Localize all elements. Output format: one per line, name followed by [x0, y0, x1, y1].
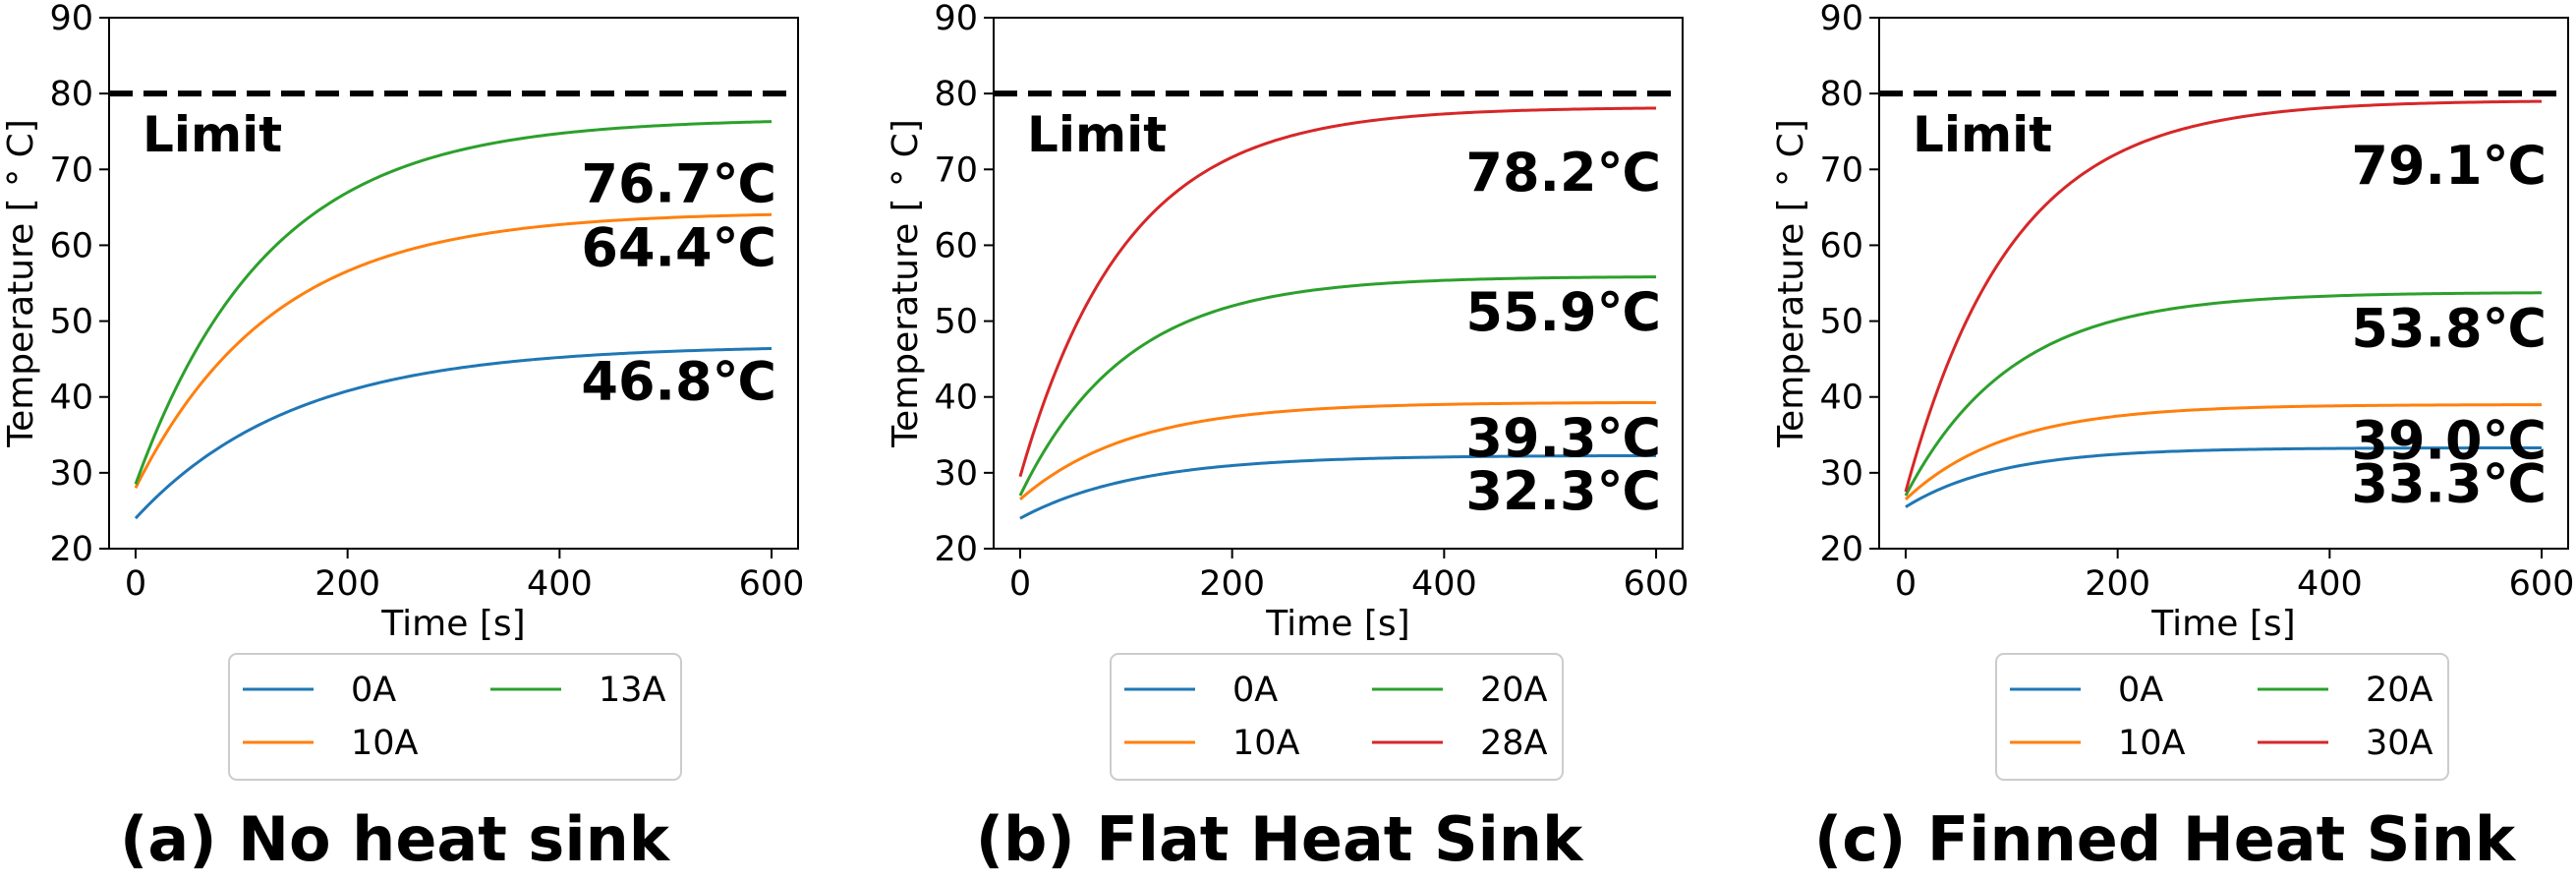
y-tick-label: 90 [934, 0, 978, 38]
y-axis-label: Temperature [ ° C] [1, 119, 41, 448]
plot-frame [993, 17, 1684, 550]
end-value-label: 53.8℃ [2351, 297, 2547, 359]
x-axis-label: Time [s] [1265, 604, 1409, 644]
y-tick-label: 80 [934, 75, 978, 114]
legend-entry-10A: 10A [351, 724, 419, 763]
plot-frame [1878, 17, 2569, 550]
y-tick-label: 70 [1819, 150, 1863, 190]
end-value-label: 76.7℃ [581, 153, 776, 215]
y-tick-label: 40 [1819, 379, 1863, 418]
chart-caption: (c) Finned Heat Sink [1814, 803, 2517, 875]
legend-entry-13A: 13A [599, 671, 666, 710]
x-tick-label: 200 [1199, 564, 1265, 604]
y-tick-label: 60 [1819, 226, 1863, 265]
limit-label: Limit [143, 106, 282, 163]
y-tick-label: 60 [49, 226, 93, 265]
series-line-10A [134, 212, 773, 489]
legend-box [1110, 653, 1564, 781]
y-tick-label: 60 [934, 226, 978, 265]
legend-entry-28A: 28A [1480, 724, 1548, 763]
end-value-label: 78.2℃ [1465, 142, 1661, 204]
legend-entry-0A: 0A [1232, 671, 1278, 710]
y-tick-label: 30 [934, 454, 978, 494]
x-tick-label: 0 [1009, 564, 1031, 604]
chart-caption: (b) Flat Heat Sink [976, 803, 1584, 875]
y-tick-label: 20 [934, 530, 978, 569]
chart-2: Limit 32.3℃39.3℃ 55.9℃ 78.2℃ 20 30 40 50 60 70 80 9… [886, 0, 1689, 875]
y-tick-label: 80 [49, 75, 93, 114]
x-tick-label: 600 [1624, 564, 1689, 604]
legend-entry-20A: 20A [2366, 671, 2433, 710]
end-value-label: 79.1℃ [2351, 135, 2547, 197]
y-tick-label: 90 [1819, 0, 1863, 38]
legend: 0A 10A 13A [228, 653, 682, 781]
series-line-13A [134, 120, 773, 485]
y-tick-label: 30 [1819, 454, 1863, 494]
chart-3: Limit 33.3℃39.0℃ 53.8℃ 79.1℃ 20 30 40 50 60 70 80 9… [1771, 0, 2574, 875]
series-line-0A [1019, 453, 1657, 520]
legend-entry-20A: 20A [1480, 671, 1548, 710]
series-line-28A [1018, 106, 1657, 478]
x-tick-label: 400 [1411, 564, 1477, 604]
end-value-label: 39.0℃ [2351, 409, 2547, 471]
y-tick-label: 40 [934, 379, 978, 418]
series-line-10A [1904, 403, 2543, 500]
legend-entry-0A: 0A [2118, 671, 2163, 710]
y-tick-label: 80 [1819, 75, 1863, 114]
y-tick-label: 70 [934, 150, 978, 190]
series-line-10A [1018, 400, 1657, 500]
x-tick-label: 400 [2297, 564, 2363, 604]
x-tick-label: 600 [739, 564, 805, 604]
y-tick-label: 30 [49, 454, 93, 494]
legend-box [228, 653, 682, 781]
y-tick-label: 20 [1819, 530, 1863, 569]
x-tick-label: 0 [1895, 564, 1917, 604]
limit-label: Limit [1027, 106, 1167, 163]
x-axis-label: Time [s] [380, 604, 525, 644]
x-tick-label: 200 [315, 564, 380, 604]
end-value-label: 46.8℃ [581, 350, 776, 412]
y-tick-label: 70 [49, 150, 93, 190]
y-tick-label: 90 [49, 0, 93, 38]
y-tick-label: 50 [934, 303, 978, 342]
legend: 0A 10A 20A 28A [1110, 653, 1564, 781]
series-line-30A [1904, 99, 2543, 493]
legend-entry-10A: 10A [1232, 724, 1300, 763]
legend-entry-30A: 30A [2366, 724, 2433, 763]
legend: 0A 10A 20A 30A [1995, 653, 2449, 781]
y-axis-label: Temperature [ ° C] [1771, 119, 1811, 448]
chart-caption: (a) No heat sink [120, 803, 671, 875]
legend-entry-10A: 10A [2118, 724, 2186, 763]
end-value-label: 39.3℃ [1465, 407, 1661, 469]
chart-1: Limit 46.8℃ 64.4℃76.7℃ 20 30 40 50 60 70 80 90 0 200… [1, 0, 804, 875]
y-tick-label: 50 [1819, 303, 1863, 342]
x-tick-label: 0 [125, 564, 146, 604]
x-tick-label: 400 [527, 564, 593, 604]
y-tick-label: 40 [49, 379, 93, 418]
limit-label: Limit [1913, 106, 2052, 163]
y-tick-label: 20 [49, 530, 93, 569]
end-value-label: 33.3℃ [2351, 452, 2547, 514]
legend-entry-0A: 0A [351, 671, 396, 710]
end-value-label: 55.9℃ [1465, 281, 1661, 343]
end-value-label: 32.3℃ [1465, 460, 1661, 522]
x-tick-label: 600 [2509, 564, 2575, 604]
plot-frame [108, 17, 799, 550]
series-line-0A [134, 346, 773, 520]
end-value-label: 64.4℃ [581, 216, 776, 278]
series-line-0A [1905, 445, 2543, 508]
y-axis-label: Temperature [ ° C] [886, 119, 926, 448]
y-tick-label: 50 [49, 303, 93, 342]
series-line-20A [1904, 291, 2543, 497]
series-line-20A [1018, 275, 1657, 497]
x-axis-label: Time [s] [2150, 604, 2295, 644]
x-tick-label: 200 [2085, 564, 2150, 604]
legend-box [1995, 653, 2449, 781]
